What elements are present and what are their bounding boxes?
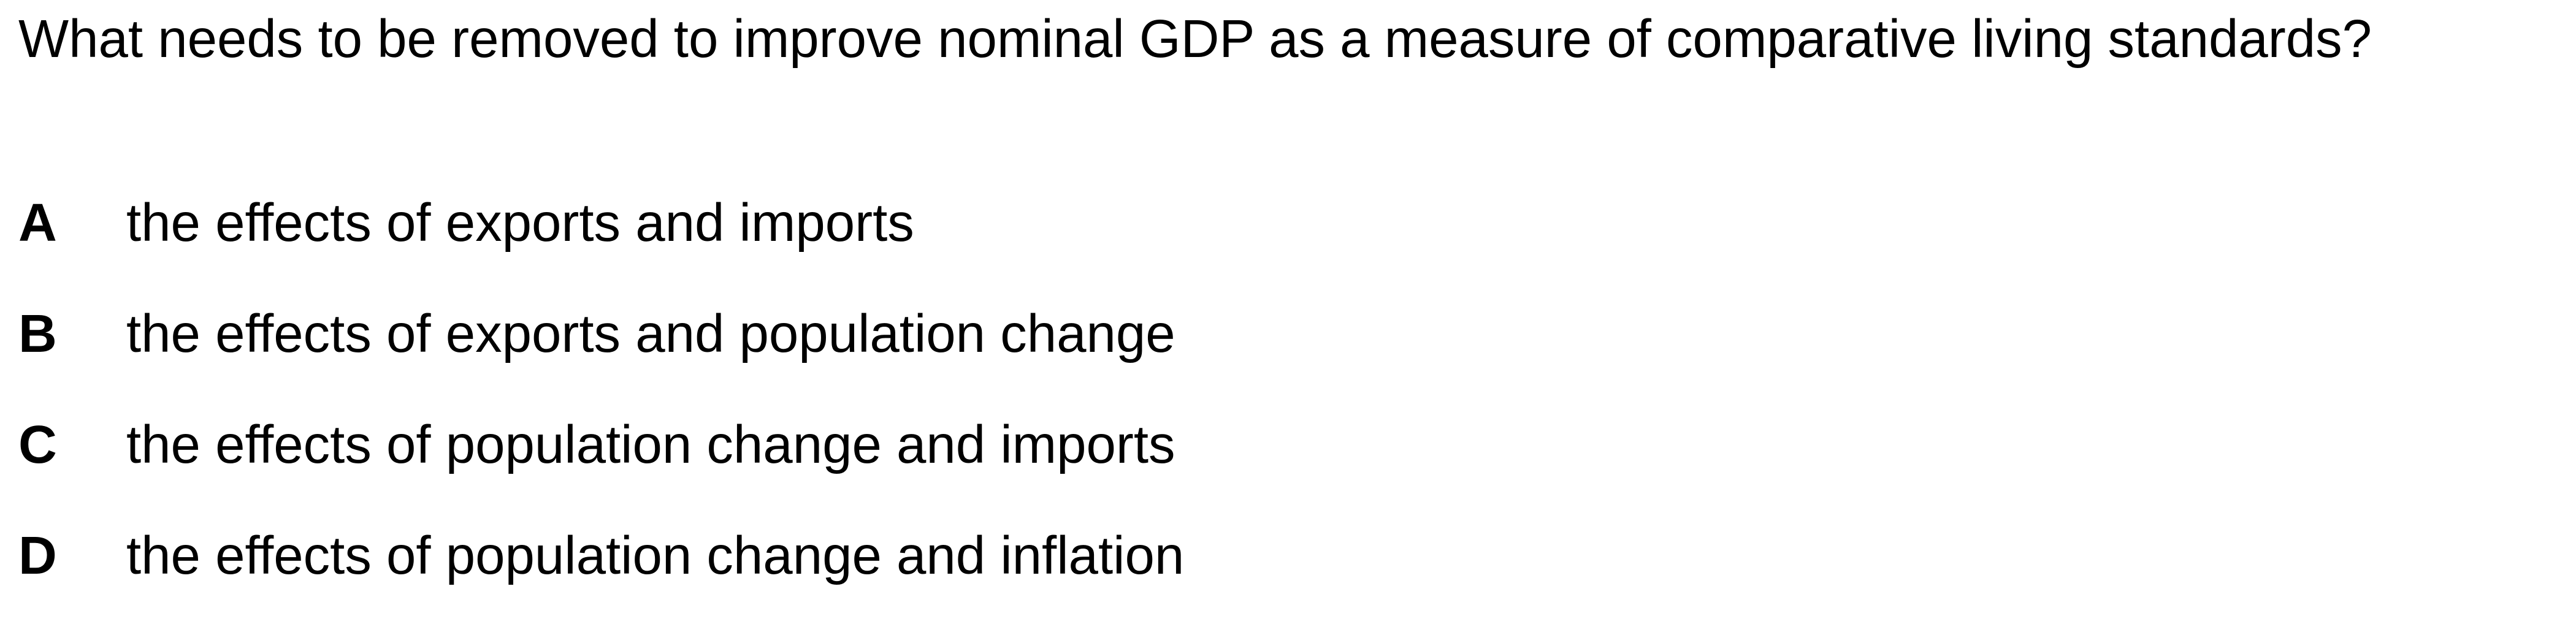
option-text: the effects of population change and imp… [126, 415, 1175, 474]
exam-question-page: What needs to be removed to improve nomi… [18, 9, 2372, 585]
answer-option-a: A the effects of exports and imports [18, 191, 1184, 302]
option-text: the effects of population change and inf… [126, 526, 1185, 585]
option-letter: C [18, 415, 57, 474]
answer-option-d: D the effects of population change and i… [18, 524, 1184, 635]
option-letter: D [18, 526, 57, 585]
question-text: What needs to be removed to improve nomi… [18, 9, 2372, 69]
option-letter: A [18, 193, 57, 253]
answer-option-b: B the effects of exports and population … [18, 302, 1184, 413]
option-text: the effects of exports and imports [126, 193, 914, 253]
option-letter: B [18, 304, 57, 363]
option-text: the effects of exports and population ch… [126, 304, 1175, 363]
answer-options-list: A the effects of exports and imports B t… [18, 191, 1184, 635]
answer-option-c: C the effects of population change and i… [18, 413, 1184, 524]
